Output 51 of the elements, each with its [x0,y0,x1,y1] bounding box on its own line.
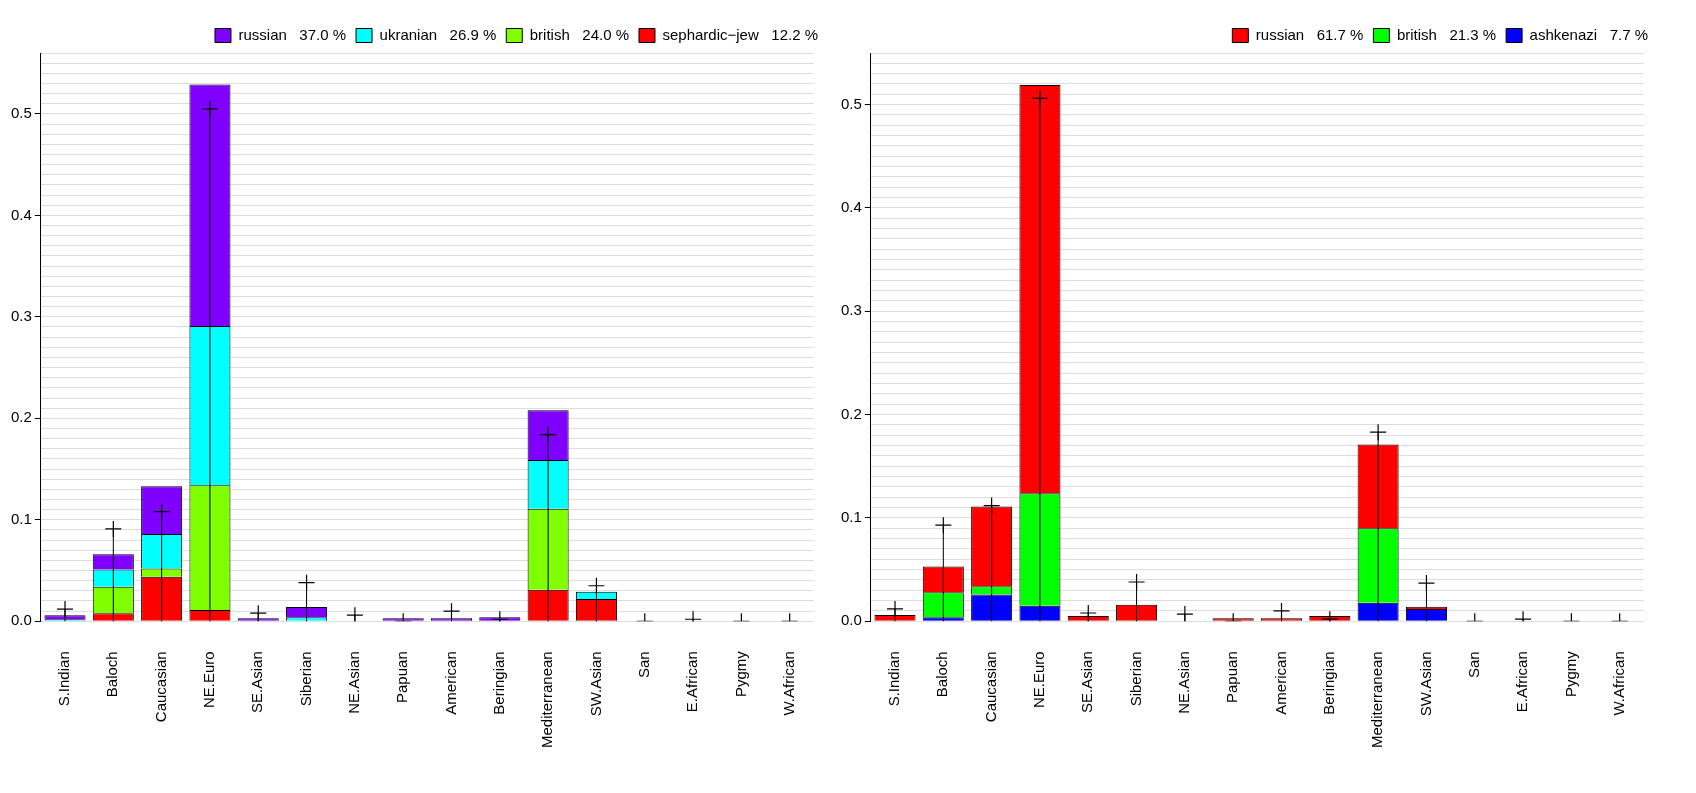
x-tick-label: E.African [1513,651,1531,713]
x-tick-label: NE.Euro [200,651,218,708]
x-tick-label: SE.Asian [248,651,266,713]
x-tick-label: Papuan [393,651,411,703]
x-tick-label: S.Indian [885,651,903,707]
y-tick-label: 0.0 [10,611,32,629]
y-tick-label: 0.0 [840,611,862,629]
y-tick-label: 0.4 [10,205,32,223]
x-tick-label: Papuan [1223,651,1241,703]
legend-label: ukranian 26.9 % [379,25,497,43]
x-tick-label: Caucasian [981,651,999,723]
x-tick-label: Mediterranean [538,651,556,749]
x-tick-label: NE.Euro [1030,651,1048,708]
y-tick-label: 0.5 [10,104,32,122]
y-tick-label: 0.4 [840,198,862,216]
legend-label: british 24.0 % [529,25,629,43]
x-tick-label: W.African [1609,651,1627,716]
legend-label: ashkenazi 7.7 % [1529,25,1648,43]
x-tick-label: Siberian [296,651,314,707]
x-tick-label: NE.Asian [1175,651,1193,714]
x-tick-label: Beringian [489,651,507,715]
legend-label: russian 61.7 % [1255,25,1364,43]
y-tick-label: 0.1 [840,508,862,526]
x-tick-label: San [1464,651,1482,678]
legend-label: british 21.3 % [1396,25,1497,43]
x-tick-label: W.African [779,651,797,716]
y-tick-label: 0.3 [10,306,32,324]
x-tick-label: Baloch [933,651,951,698]
x-tick-label: American [1271,651,1289,715]
x-tick-label: Caucasian [151,651,169,723]
legend-label: russian 37.0 % [238,25,347,43]
y-tick-label: 0.2 [10,408,32,426]
x-tick-label: Pygmy [731,650,749,698]
x-tick-label: American [441,651,459,715]
y-tick-label: 0.1 [10,509,32,527]
legend-label: sephardic−jew 12.2 % [662,25,819,43]
x-tick-label: Mediterranean [1368,651,1386,749]
x-tick-label: Siberian [1126,651,1144,707]
x-tick-label: Beringian [1319,651,1337,715]
x-tick-label: NE.Asian [345,651,363,714]
x-tick-label: San [634,651,652,678]
x-tick-label: S.Indian [55,651,73,707]
x-tick-label: Pygmy [1561,650,1579,698]
y-tick-label: 0.2 [840,404,862,422]
x-tick-label: SE.Asian [1078,651,1096,713]
y-tick-label: 0.3 [840,301,862,319]
y-tick-label: 0.5 [840,94,862,112]
x-tick-label: E.African [683,651,701,713]
x-tick-label: Baloch [103,651,121,698]
x-tick-label: SW.Asian [1416,651,1434,717]
x-tick-label: SW.Asian [586,651,604,717]
